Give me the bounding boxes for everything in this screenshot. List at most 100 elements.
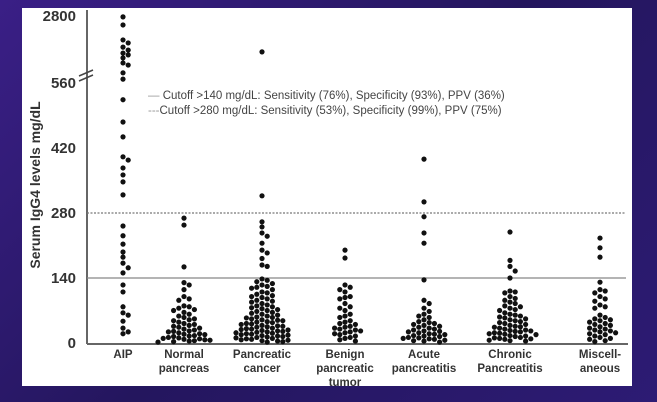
data-point — [120, 134, 126, 140]
data-point — [197, 325, 203, 331]
data-point — [120, 241, 126, 247]
data-point — [332, 331, 338, 337]
data-point — [280, 323, 286, 329]
data-point — [421, 328, 427, 334]
data-point — [259, 338, 265, 344]
data-point — [597, 279, 603, 285]
data-point — [411, 332, 417, 339]
data-point — [613, 330, 619, 336]
data-point — [120, 76, 126, 82]
data-point — [243, 336, 249, 342]
data-point — [421, 156, 427, 162]
data-point — [197, 331, 203, 337]
data-point — [264, 307, 270, 314]
data-point — [332, 325, 338, 331]
data-point — [181, 331, 187, 337]
data-point — [186, 333, 192, 339]
data-point — [269, 293, 275, 299]
legend-solid-label: — Cutoff >140 mg/dL: Sensitivity (76%), … — [148, 90, 505, 102]
data-point — [523, 321, 529, 328]
data-point — [259, 322, 265, 328]
data-point — [176, 297, 182, 303]
data-point — [592, 339, 598, 345]
data-point — [275, 317, 281, 323]
data-point — [426, 314, 432, 321]
data-point — [155, 339, 161, 345]
data-point — [259, 332, 265, 339]
data-point — [347, 304, 353, 310]
data-point — [259, 240, 265, 246]
data-point — [416, 313, 422, 319]
data-point — [120, 119, 126, 125]
data-point — [254, 308, 260, 315]
data-point — [421, 305, 427, 311]
data-point — [249, 299, 255, 305]
data-point — [181, 309, 187, 315]
data-point — [507, 305, 513, 311]
data-point — [165, 329, 171, 335]
data-point — [259, 247, 265, 253]
data-point — [120, 260, 126, 266]
data-point — [517, 313, 524, 319]
data-point — [120, 289, 126, 295]
x-tick-label: Benign pancreatic tumor — [316, 349, 374, 389]
data-point — [249, 310, 255, 316]
data-point — [497, 330, 503, 336]
data-point — [421, 333, 427, 339]
data-point — [592, 298, 598, 304]
y-tick-label: 0 — [68, 335, 76, 352]
data-point — [181, 280, 187, 286]
data-point — [491, 335, 497, 341]
data-point — [491, 330, 497, 336]
y-axis-label: Serum IgG4 levels mg/dL — [27, 101, 43, 269]
data-point — [502, 290, 508, 296]
axis-break-mark — [78, 74, 94, 82]
data-point — [602, 288, 608, 294]
data-point — [259, 224, 265, 230]
data-point — [259, 282, 265, 288]
data-point — [416, 335, 422, 341]
data-point — [497, 335, 503, 341]
data-point — [275, 333, 281, 339]
data-point — [171, 323, 177, 329]
data-point — [264, 324, 270, 330]
data-point — [502, 315, 508, 321]
data-point — [426, 319, 432, 326]
data-point — [426, 308, 432, 315]
data-points — [120, 14, 619, 345]
data-point — [120, 154, 126, 160]
data-point — [352, 338, 358, 344]
data-point — [249, 285, 255, 291]
data-point — [207, 337, 213, 343]
data-point — [337, 296, 343, 302]
data-point — [125, 62, 131, 68]
data-point — [512, 333, 518, 340]
data-point — [275, 306, 281, 313]
data-point — [502, 331, 508, 337]
data-point — [259, 219, 265, 225]
data-point — [431, 331, 437, 337]
data-point — [176, 313, 182, 319]
data-point — [275, 328, 281, 334]
data-point — [285, 337, 291, 343]
data-point — [523, 327, 529, 333]
data-point — [502, 297, 508, 303]
data-point — [352, 327, 358, 333]
data-point — [249, 336, 255, 342]
legend-dotted-label: ---Cutoff >280 mg/dL: Sensitivity (53%),… — [148, 105, 502, 117]
data-point — [269, 330, 275, 336]
data-point — [120, 55, 126, 61]
data-point — [512, 318, 518, 324]
data-point — [186, 282, 192, 288]
data-point — [512, 295, 518, 302]
data-point — [437, 323, 443, 329]
data-point — [243, 320, 249, 327]
data-point — [587, 319, 593, 325]
data-point — [120, 97, 126, 103]
data-point — [602, 320, 608, 327]
data-point — [497, 319, 503, 326]
data-point — [254, 291, 260, 297]
data-point — [507, 322, 513, 328]
data-point — [125, 40, 131, 46]
data-point — [120, 325, 126, 331]
